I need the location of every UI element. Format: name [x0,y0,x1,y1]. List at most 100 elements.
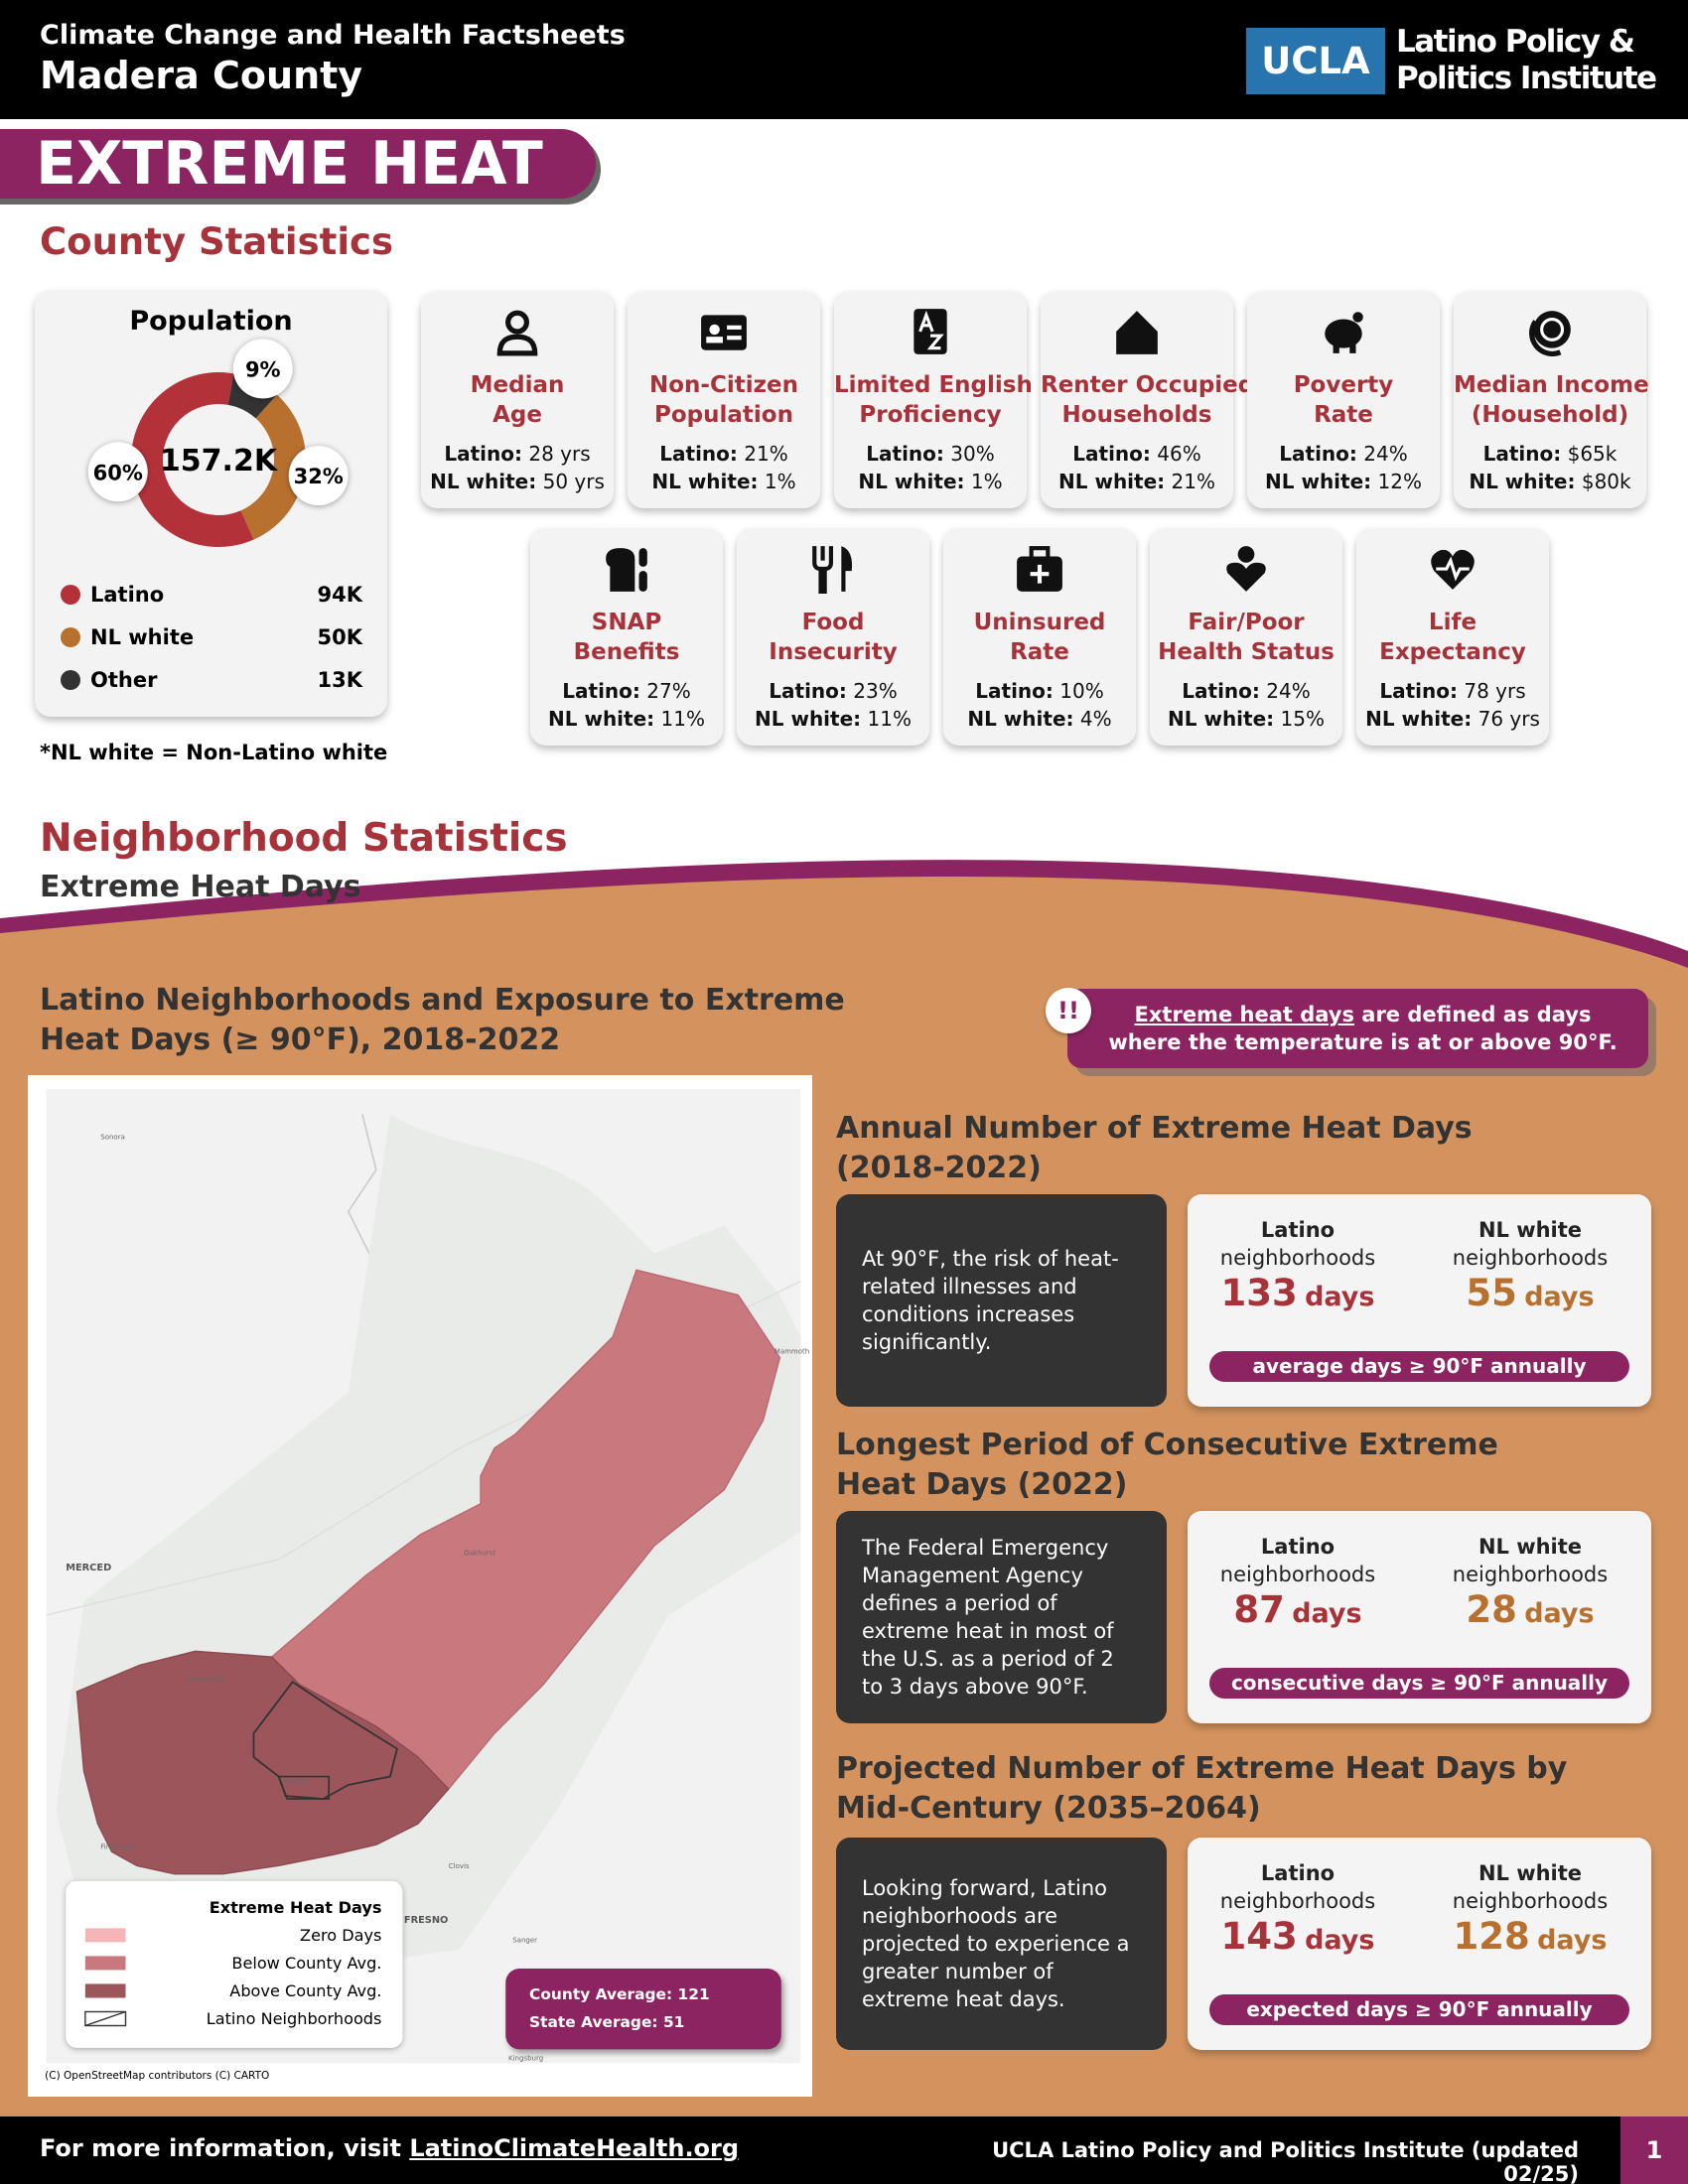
stat-group: Latino: [1482,442,1562,466]
description-text: The Federal Emergency Management Agency … [862,1536,1114,1699]
stat-number: 128 [1453,1915,1530,1958]
stat-caption: expected days ≥ 90°F annually [1209,1994,1629,2025]
stat-unit: days [1292,1598,1362,1629]
icon-shape [727,325,742,330]
card-title-line: Benefits [573,639,680,665]
card-stat: Latino: 24% [1150,679,1342,703]
card-title: Non-Citizen Population [628,370,820,430]
column-label-bold: Latino [1260,1861,1336,1885]
icon-shape [1352,312,1363,323]
icon-shape [1029,546,1051,561]
icon-shape [1349,343,1356,353]
stat-value: 23% [853,679,898,703]
alert-icon: !! [1046,988,1091,1033]
icon-shape [1333,343,1339,353]
card-stat: NL white: 15% [1150,707,1342,731]
banner: EXTREME HEAT [0,129,596,199]
card-title: SNAP Benefits [530,608,723,667]
description-text: Looking forward, Latino neighborhoods ar… [862,1876,1130,2011]
place-label: Clovis [449,1862,470,1870]
legend-swatch [84,1983,126,1998]
card-title-line: Fair/Poor [1188,610,1305,635]
legend-count: 50K [318,625,363,649]
legend-item: Above County Avg. [229,1981,381,2000]
stat-number: 28 [1466,1588,1517,1631]
card-icon [701,315,747,350]
icon-shape [1540,317,1565,341]
card-icon [1116,311,1158,354]
stat-figure: 143 days [1188,1918,1408,1956]
legend-swatch [84,1928,126,1943]
stat-value: 78 yrs [1464,679,1526,703]
stat-group: NL white: [651,470,759,493]
section-description: Looking forward, Latino neighborhoods ar… [836,1838,1167,2050]
label-bubble [232,339,293,399]
page-number: 1 [1620,2116,1688,2184]
card-icon [1529,311,1571,356]
stat-group: NL white: [967,707,1074,731]
place-label: MERCED [66,1563,111,1573]
attribution: (C) OpenStreetMap contributors (C) CARTO [45,2070,269,2082]
column-label-bold: Latino [1260,1535,1336,1559]
latino-neighborhood [252,1680,398,1800]
footer-prefix: For more information, visit [40,2134,401,2162]
card-stat: NL white: $80k [1454,470,1646,493]
county-name: Madera County [40,54,363,97]
icon-shape [1529,320,1562,356]
averages-badge [505,1969,781,2050]
place-label: FRESNO [404,1915,449,1926]
stat-value: 21% [1171,470,1215,493]
donut-chart: 60% Latino 94K 32% NL white 50K 9% Other 13K 157.… [61,339,363,692]
stat-figure: 133 days [1188,1275,1408,1312]
stat-group: Latino: [1182,679,1260,703]
column-label-rest: neighborhoods [1452,1889,1609,1913]
section-title: County Statistics [40,220,393,263]
map-frame: Sonora MERCED Chowchilla Madera Firebaugh Clo… [28,1075,832,2097]
icon-shape [918,310,944,350]
donut-segment [240,394,306,540]
place-label: Oakhurst [464,1550,495,1558]
card-stat: Latino: 23% [737,679,929,703]
footer-link[interactable]: LatinoClimateHealth.org [409,2134,740,2162]
card-title-line: Poverty [1293,372,1394,398]
legend-count: 13K [318,668,363,692]
stat-group: Latino: [1072,442,1151,466]
map-river [347,1114,377,1254]
footer-credit: UCLA Latino Policy and Politics Institut… [992,2138,1579,2184]
stat-group: Latino: [975,679,1054,703]
stat-value: 24% [1363,442,1408,466]
map-title: Latino Neighborhoods and Exposure to Ext… [40,983,845,1057]
place-label: Madera [283,1778,309,1786]
legend-dot [61,585,80,605]
card-title-line: Health Status [1158,639,1335,665]
legend-dot [61,670,80,690]
card-title: Renter Occupied Households [1041,370,1254,430]
stat-value: 15% [1280,707,1325,731]
stat-value: 46% [1157,442,1201,466]
stat-figure: 128 days [1422,1918,1638,1956]
place-label: Sanger [512,1936,537,1944]
icon-shape [706,337,723,343]
section-heading: Annual Number of Extreme Heat Days (2018… [836,1111,1473,1185]
section-heading: Longest Period of Consecutive Extreme He… [836,1428,1498,1502]
card-stat: Latino: $65k [1454,442,1646,466]
stat-group: NL white: [1469,470,1576,493]
card-stat: NL white: 4% [943,707,1136,731]
icon-shape [841,546,853,592]
definition-term: Extreme heat days [1134,1003,1354,1026]
card-title-line: Non-Citizen [649,372,798,398]
stat-value: 11% [867,707,912,731]
stat-group: Latino: [1279,442,1357,466]
stat-card: Renter Occupied Households Latino: 46% NL w… [1041,291,1254,508]
card-stat: Latino: 21% [628,442,820,466]
logo-line: Latino Policy & [1396,24,1635,60]
card-title: Poverty Rate [1247,370,1440,430]
icon-shape [1325,319,1362,348]
icon-shape [1116,311,1158,354]
icon-shape [701,315,747,350]
stat-card: Fair/Poor Health Status Latino: 24% NL whit… [1150,528,1342,746]
column-label-bold: Latino [1260,1218,1336,1242]
stat-value: 1% [764,470,796,493]
stat-value: $65k [1567,442,1618,466]
